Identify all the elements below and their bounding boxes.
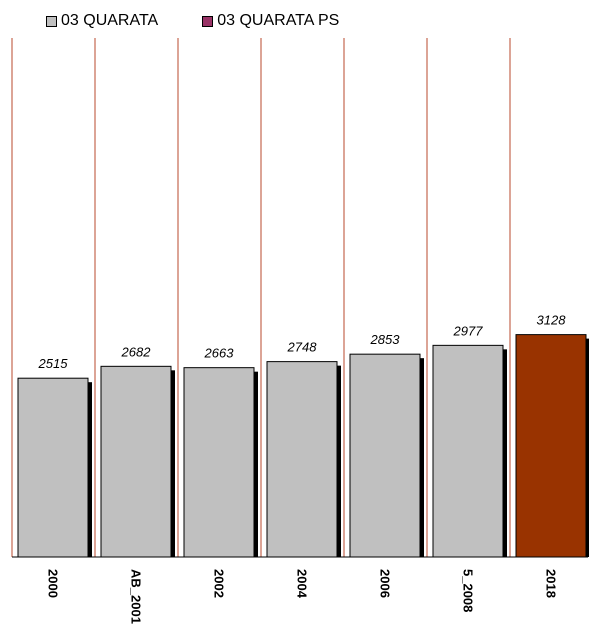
legend-item-series-2: 03 QUARATA PS bbox=[202, 12, 339, 30]
data-label: 2977 bbox=[453, 323, 484, 338]
data-label: 2663 bbox=[204, 346, 235, 361]
data-label: 2853 bbox=[370, 332, 401, 347]
data-label: 2682 bbox=[121, 344, 152, 359]
bar bbox=[432, 344, 504, 558]
x-tick-label: 2006 bbox=[378, 569, 393, 598]
data-label: 2515 bbox=[38, 356, 69, 371]
legend-swatch-series-2 bbox=[202, 15, 214, 27]
x-tick-label: 2000 bbox=[46, 569, 61, 598]
bar bbox=[183, 367, 255, 558]
x-tick-label: 2002 bbox=[212, 569, 227, 598]
bar bbox=[100, 365, 172, 558]
data-label: 2748 bbox=[287, 340, 318, 355]
legend-item-series-1: 03 QUARATA bbox=[46, 12, 158, 30]
bar bbox=[515, 334, 587, 558]
legend: 03 QUARATA 03 QUARATA PS bbox=[46, 12, 339, 30]
legend-label-series-1: 03 QUARATA bbox=[61, 12, 159, 29]
bar bbox=[266, 361, 338, 558]
bar bbox=[349, 353, 421, 558]
x-tick-label: 5_2008 bbox=[461, 569, 476, 612]
x-tick-label: 2018 bbox=[544, 569, 559, 598]
data-label: 3128 bbox=[537, 313, 567, 328]
legend-swatch-series-1 bbox=[46, 15, 57, 27]
legend-label-series-2: 03 QUARATA PS bbox=[217, 12, 340, 29]
x-tick-label: 2004 bbox=[295, 569, 310, 599]
bar bbox=[17, 377, 89, 558]
x-tick-label: AB_2001 bbox=[129, 569, 144, 624]
